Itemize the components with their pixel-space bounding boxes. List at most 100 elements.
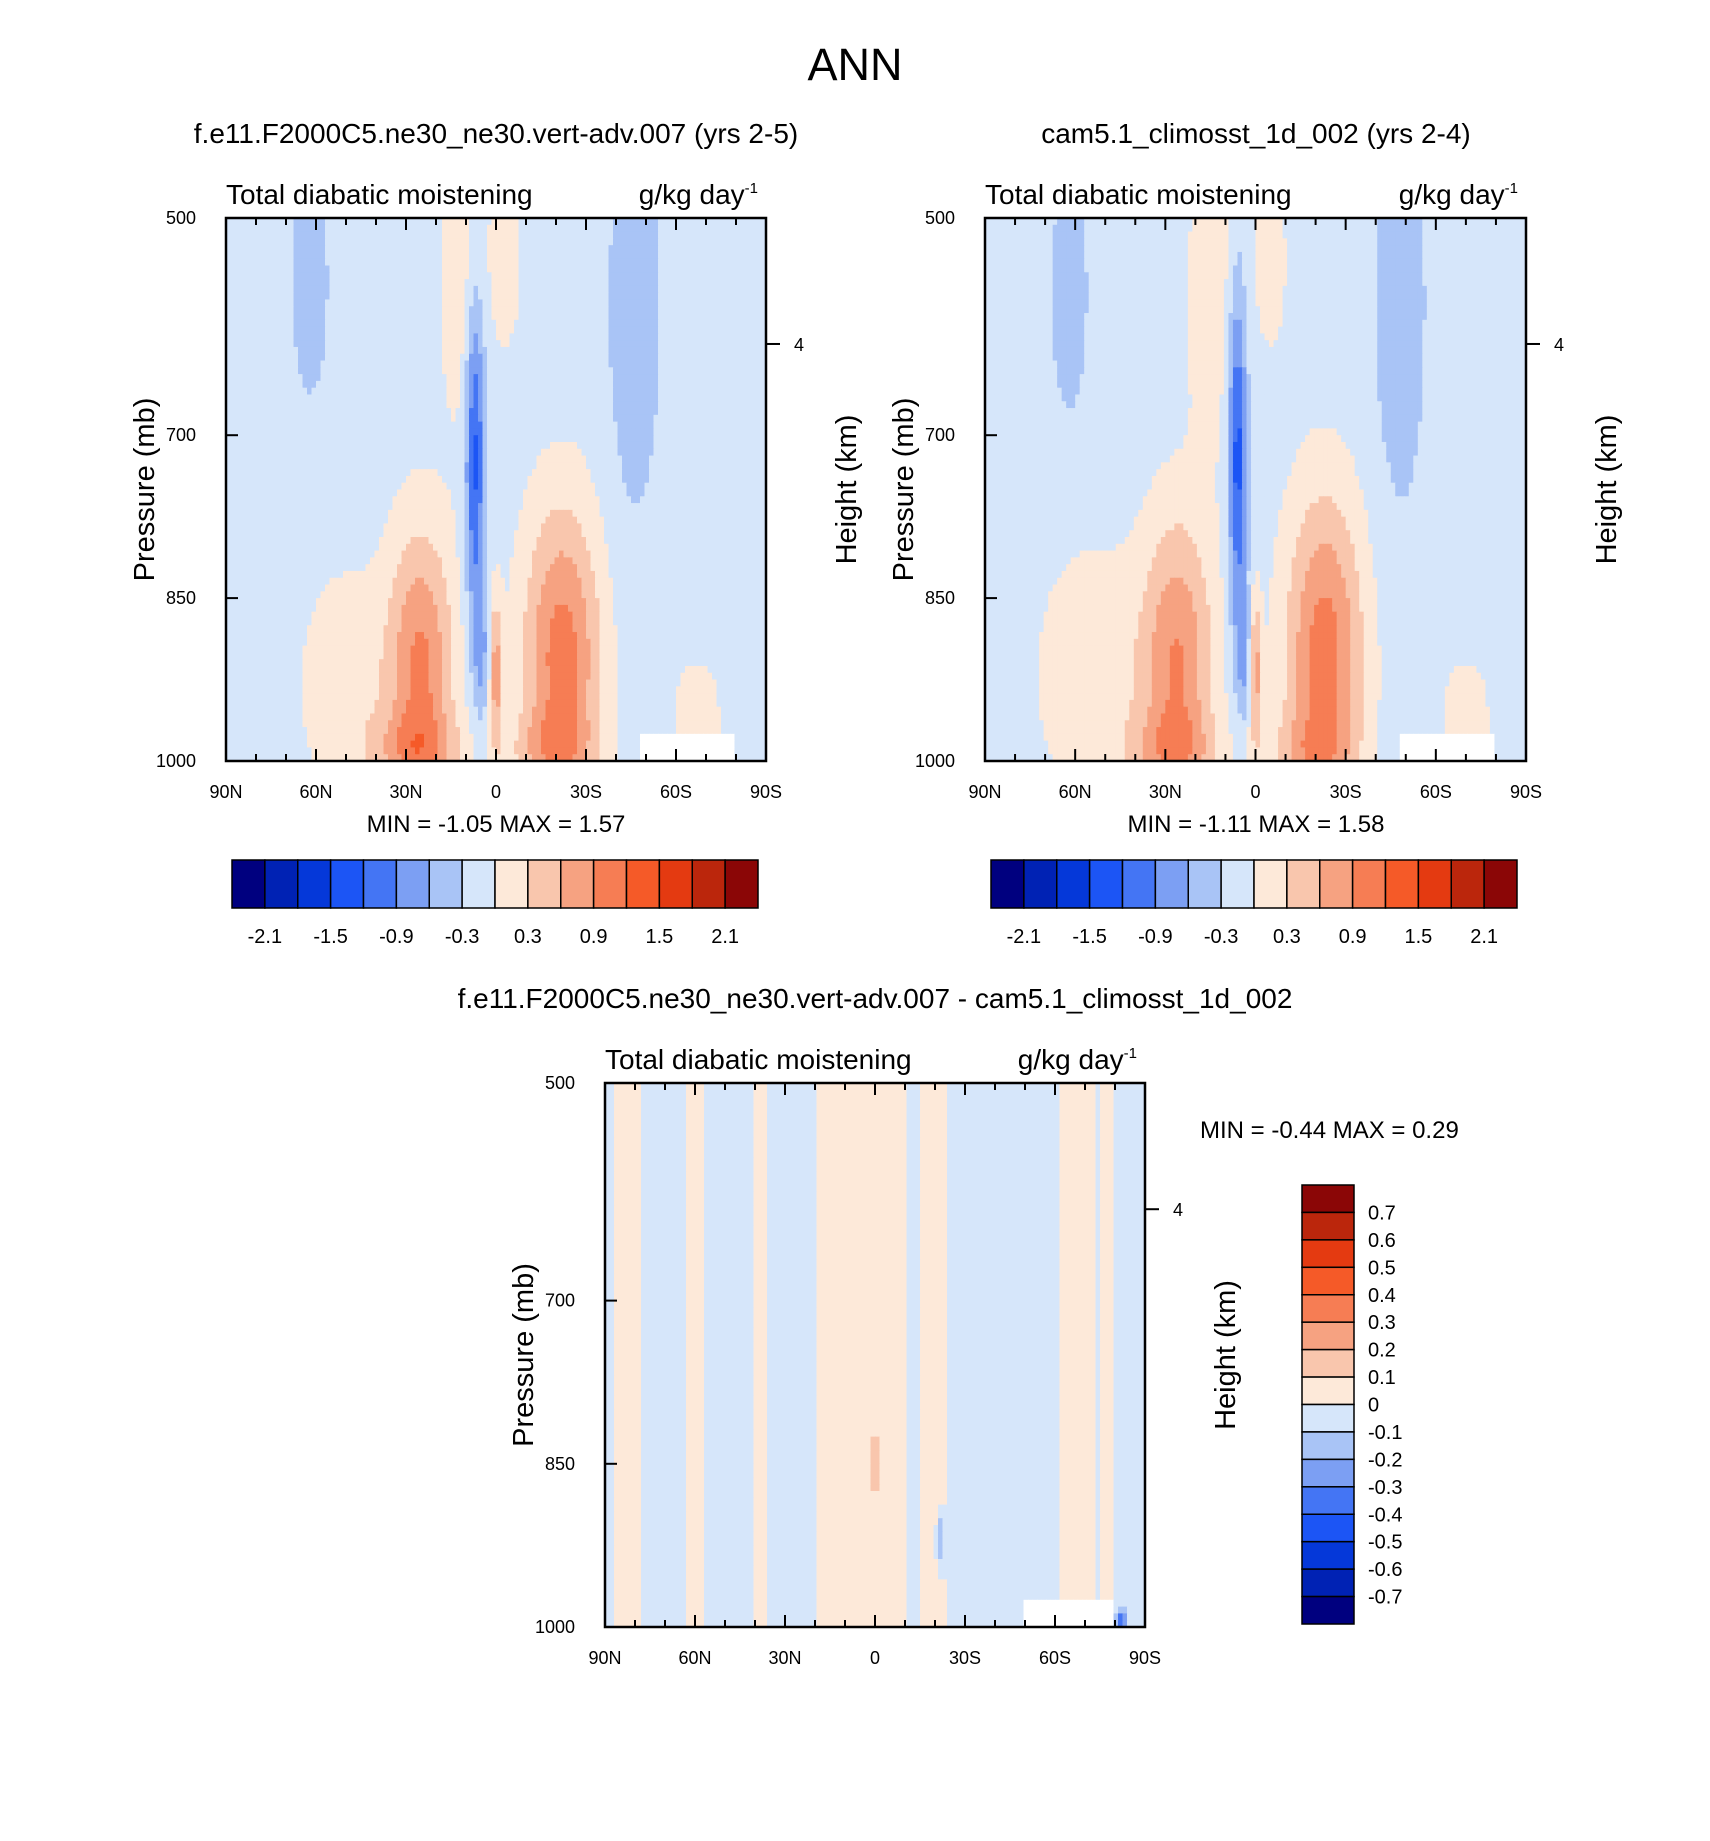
heatmap-cell (478, 251, 484, 260)
heatmap-cell (464, 448, 470, 457)
heatmap-cell (442, 279, 448, 287)
heatmap-cell (374, 414, 380, 423)
heatmap-cell (599, 258, 605, 267)
heatmap-cell (725, 279, 731, 287)
heatmap-cell (752, 299, 758, 307)
heatmap-cell (298, 231, 304, 239)
heatmap-cell (532, 218, 538, 226)
heatmap-cell (505, 482, 511, 491)
heatmap-cell (685, 340, 691, 348)
heatmap-cell (347, 489, 353, 497)
heatmap-cell (230, 319, 236, 328)
heatmap-cell (419, 387, 425, 396)
heatmap-cell (725, 414, 731, 423)
heatmap-cell (325, 482, 331, 491)
heatmap-cell (590, 448, 596, 457)
heatmap-cell (640, 360, 646, 368)
heatmap-cell (743, 245, 749, 253)
heatmap-cell (716, 251, 722, 260)
heatmap-cell (428, 469, 434, 477)
heatmap-cell (509, 469, 515, 477)
heatmap-cell (230, 455, 236, 463)
heatmap-cell (230, 346, 236, 355)
heatmap-cell (347, 319, 353, 328)
heatmap-cell (428, 475, 434, 484)
heatmap-cell (496, 441, 502, 450)
heatmap-cell (590, 238, 596, 246)
heatmap-cell (635, 462, 641, 470)
heatmap-cell (473, 455, 479, 463)
heatmap-cell (725, 326, 731, 334)
heatmap-cell (577, 231, 583, 239)
heatmap-cell (676, 251, 682, 260)
heatmap-cell (698, 258, 704, 267)
heatmap-cell (554, 265, 560, 273)
heatmap-cell (419, 401, 425, 409)
heatmap-cell (311, 251, 317, 260)
heatmap-cell (338, 265, 344, 273)
heatmap-cell (500, 333, 506, 341)
heatmap-cell (388, 435, 394, 443)
heatmap-cell (244, 340, 250, 348)
heatmap-cell (640, 367, 646, 375)
heatmap-cell (581, 489, 587, 497)
heatmap-cell (320, 299, 326, 307)
heatmap-cell (581, 238, 587, 246)
heatmap-cell (748, 258, 754, 267)
heatmap-cell (455, 489, 461, 497)
heatmap-cell (307, 367, 313, 375)
heatmap-cell (415, 401, 421, 409)
heatmap-cell (685, 462, 691, 470)
heatmap-cell (644, 441, 650, 450)
heatmap-cell (451, 367, 457, 375)
heatmap-cell (523, 421, 529, 430)
heatmap-cell (518, 367, 524, 375)
heatmap-cell (554, 224, 560, 233)
heatmap-cell (424, 428, 430, 436)
heatmap-cell (428, 435, 434, 443)
heatmap-cell (707, 428, 713, 436)
heatmap-cell (757, 292, 763, 301)
heatmap-cell (698, 333, 704, 341)
heatmap-cell (397, 489, 403, 497)
heatmap-cell (545, 272, 551, 280)
heatmap-cell (248, 441, 254, 450)
heatmap-cell (613, 367, 619, 375)
heatmap-cell (433, 285, 439, 294)
heatmap-cell (397, 469, 403, 477)
heatmap-cell (433, 265, 439, 273)
heatmap-cell (460, 421, 466, 430)
heatmap-cell (338, 285, 344, 294)
heatmap-cell (379, 489, 385, 497)
heatmap-cell (748, 333, 754, 341)
heatmap-cell (518, 245, 524, 253)
heatmap-cell (329, 469, 335, 477)
heatmap-cell (617, 462, 623, 470)
heatmap-cell (239, 224, 245, 233)
heatmap-cell (595, 313, 601, 321)
heatmap-cell (523, 346, 529, 355)
heatmap-cell (662, 455, 668, 463)
heatmap-cell (478, 408, 484, 416)
heatmap-cell (383, 251, 389, 260)
heatmap-cell (473, 353, 479, 362)
heatmap-cell (514, 346, 520, 355)
heatmap-cell (325, 299, 331, 307)
heatmap-cell (248, 258, 254, 267)
heatmap-cell (257, 319, 263, 328)
heatmap-cell (491, 469, 497, 477)
heatmap-cell (536, 441, 542, 450)
heatmap-cell (653, 292, 659, 301)
heatmap-cell (761, 475, 767, 484)
heatmap-cell (658, 360, 664, 368)
heatmap-cell (469, 496, 475, 504)
heatmap-cell (253, 496, 259, 504)
heatmap-cell (334, 224, 340, 233)
heatmap-cell (752, 258, 758, 267)
heatmap-cell (370, 224, 376, 233)
heatmap-cell (685, 279, 691, 287)
heatmap-cell (572, 299, 578, 307)
heatmap-cell (433, 272, 439, 280)
heatmap-cell (482, 408, 488, 416)
heatmap-cell (671, 251, 677, 260)
